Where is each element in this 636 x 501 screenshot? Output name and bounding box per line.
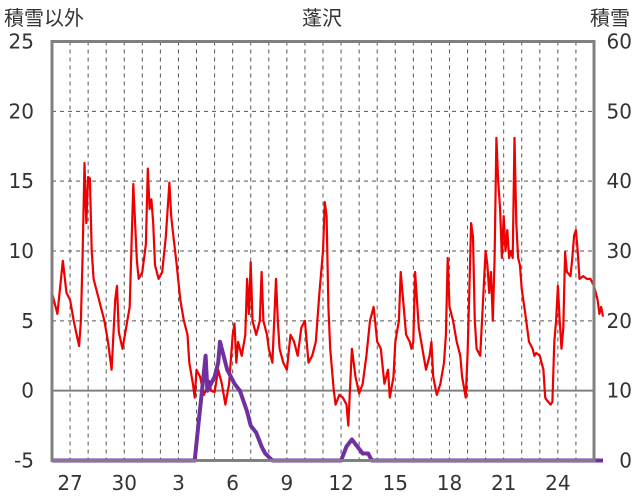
x-tick-label: 30 — [112, 471, 137, 495]
right-tick-label: 50 — [607, 99, 632, 123]
x-tick-label: 24 — [545, 471, 570, 495]
horizontal-gridlines — [52, 110, 594, 392]
x-tick-label: 9 — [280, 471, 293, 495]
left-tick-label: 25 — [9, 30, 34, 54]
x-tick-label: 15 — [383, 471, 408, 495]
other-series-line — [50, 136, 605, 427]
x-tick-label: 18 — [437, 471, 462, 495]
left-axis-ticks: 25 20 15 10 5 0 -5 — [9, 30, 34, 473]
x-tick-label: 12 — [328, 471, 353, 495]
x-axis-ticks: 27 30 3 6 9 12 15 18 21 24 — [57, 471, 570, 495]
right-tick-label: 20 — [607, 309, 632, 333]
chart-title: 蓬沢 — [302, 6, 342, 30]
x-tick-label: 6 — [226, 471, 239, 495]
left-tick-label: 0 — [21, 379, 34, 403]
x-tick-label: 27 — [57, 471, 82, 495]
right-tick-label: 30 — [607, 239, 632, 263]
right-tick-label: 0 — [619, 449, 632, 473]
left-tick-label: -5 — [14, 449, 34, 473]
right-tick-label: 10 — [607, 379, 632, 403]
left-tick-label: 5 — [21, 309, 34, 333]
plot-frame — [50, 40, 596, 462]
right-axis-ticks: 60 50 40 30 20 10 0 — [607, 30, 632, 473]
snow-depth-line — [52, 339, 603, 463]
left-tick-label: 20 — [9, 99, 34, 123]
left-tick-label: 10 — [9, 239, 34, 263]
left-axis-title: 積雪以外 — [4, 6, 84, 30]
series-layer — [50, 136, 605, 463]
right-tick-label: 60 — [607, 30, 632, 54]
right-tick-label: 40 — [607, 169, 632, 193]
right-axis-title: 積雪 — [590, 6, 630, 30]
x-tick-label: 21 — [491, 471, 516, 495]
left-tick-label: 15 — [9, 169, 34, 193]
x-tick-label: 3 — [172, 471, 185, 495]
